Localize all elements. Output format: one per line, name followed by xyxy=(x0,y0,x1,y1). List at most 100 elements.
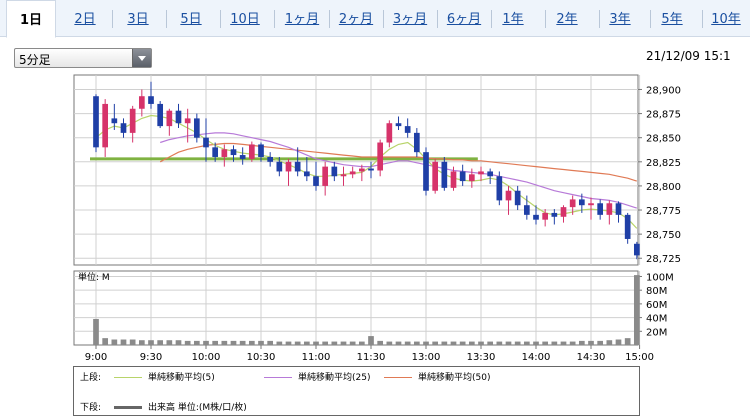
volume-bar xyxy=(138,340,145,345)
candle-body xyxy=(358,168,365,172)
tab-2y[interactable]: 2年 xyxy=(556,12,578,27)
tab-5y[interactable]: 5年 xyxy=(661,12,683,27)
tab-separator xyxy=(599,10,600,28)
candle-body xyxy=(184,118,191,124)
volume-bar xyxy=(459,341,466,345)
volume-tick-label: 20M xyxy=(646,327,667,338)
tab-separator xyxy=(545,10,546,28)
candle-body xyxy=(468,174,475,182)
volume-bar xyxy=(368,336,374,345)
tab-separator xyxy=(220,10,221,28)
candle-body xyxy=(331,166,338,177)
volume-bar xyxy=(212,340,219,345)
volume-bar xyxy=(413,341,420,345)
candle-body xyxy=(276,161,283,172)
candle-body xyxy=(340,174,347,177)
candle-body xyxy=(423,152,429,191)
period-tabs: 1日 2日 3日 5日 10日 1ヶ月 2ヶ月 3ヶ月 6ヶ月 1年 2年 3年… xyxy=(0,0,750,38)
tab-separator xyxy=(166,10,167,28)
legend-ma25-swatch xyxy=(264,377,292,378)
candle-body xyxy=(175,110,182,124)
tab-6m[interactable]: 6ヶ月 xyxy=(446,12,482,27)
time-tick-label: 10:30 xyxy=(247,352,276,363)
volume-bar xyxy=(120,339,127,345)
candle-body xyxy=(129,108,136,133)
time-tick-label: 11:00 xyxy=(302,352,331,363)
tab-5d[interactable]: 5日 xyxy=(180,12,202,27)
volume-bar xyxy=(578,340,585,345)
tab-1y[interactable]: 1年 xyxy=(502,12,524,27)
candle-body xyxy=(248,144,255,159)
candle-body xyxy=(542,212,549,220)
candle-body xyxy=(551,212,558,217)
candle-body xyxy=(258,144,264,157)
time-tick-label: 13:30 xyxy=(467,352,496,363)
volume-bar xyxy=(523,341,530,345)
volume-tick-label: 60M xyxy=(646,300,667,311)
candle-body xyxy=(496,176,503,201)
candle-body xyxy=(349,171,356,175)
volume-bar xyxy=(102,338,109,345)
volume-bar xyxy=(542,341,549,345)
price-tick-label: 28,750 xyxy=(646,230,681,241)
tab-1m[interactable]: 1ヶ月 xyxy=(284,12,320,27)
volume-tick-label: 80M xyxy=(646,286,667,297)
price-plot-area xyxy=(73,74,639,266)
candle-body xyxy=(588,203,594,206)
price-tick-label: 28,800 xyxy=(646,182,681,193)
candle-body xyxy=(313,176,319,186)
time-tick-label: 13:00 xyxy=(412,352,441,363)
tab-1d[interactable]: 1日 xyxy=(6,0,56,38)
volume-tick-label: 100M xyxy=(646,272,674,283)
candle-body xyxy=(633,243,640,256)
tab-separator xyxy=(650,10,651,28)
tab-3y[interactable]: 3年 xyxy=(609,12,631,27)
volume-bar xyxy=(267,340,274,345)
volume-bar xyxy=(322,341,329,345)
timestamp: 21/12/09 15:1 xyxy=(646,49,731,63)
volume-tick-label: 40M xyxy=(646,314,667,325)
volume-bar xyxy=(285,341,292,345)
candle-body xyxy=(514,190,521,206)
tab-10y[interactable]: 10年 xyxy=(711,12,741,27)
candle-body xyxy=(230,149,237,156)
volume-bar xyxy=(221,340,228,345)
candle-body xyxy=(386,123,393,143)
candle-body xyxy=(267,156,274,162)
volume-bar xyxy=(294,341,301,345)
tab-3m[interactable]: 3ヶ月 xyxy=(392,12,428,27)
candle-body xyxy=(560,207,567,217)
volume-bar xyxy=(606,340,613,345)
volume-bar xyxy=(340,341,347,345)
volume-bar xyxy=(551,341,558,345)
time-tick-label: 14:00 xyxy=(522,352,551,363)
candle-body xyxy=(294,161,301,172)
legend-ma25: 単純移動平均(25) xyxy=(298,373,371,383)
time-tick-label: 10:00 xyxy=(192,352,221,363)
legend-lower-label: 下段: xyxy=(80,403,102,413)
candle-body xyxy=(478,171,484,175)
tab-separator xyxy=(437,10,438,28)
tab-separator xyxy=(274,10,275,28)
candle-body xyxy=(569,199,576,208)
volume-bar xyxy=(569,341,576,345)
tab-3d[interactable]: 3日 xyxy=(127,12,149,27)
tab-10d[interactable]: 10日 xyxy=(230,12,260,27)
tab-separator xyxy=(112,10,113,28)
volume-plot-area xyxy=(73,270,639,346)
candle-body xyxy=(450,171,457,188)
volume-unit-label: 単位: M xyxy=(78,271,110,283)
volume-bar xyxy=(404,341,411,345)
legend-ma50-swatch xyxy=(384,377,412,378)
interval-select[interactable]: 5分足 xyxy=(14,48,152,68)
candle-body xyxy=(505,190,512,201)
volume-bar xyxy=(423,341,429,345)
candle-body xyxy=(395,123,402,127)
price-tick-label: 28,725 xyxy=(646,254,681,265)
volume-bar xyxy=(303,341,310,345)
chevron-down-icon[interactable] xyxy=(132,49,151,67)
tab-2m[interactable]: 2ヶ月 xyxy=(338,12,374,27)
tab-2d[interactable]: 2日 xyxy=(74,12,96,27)
candle-body xyxy=(138,96,145,109)
